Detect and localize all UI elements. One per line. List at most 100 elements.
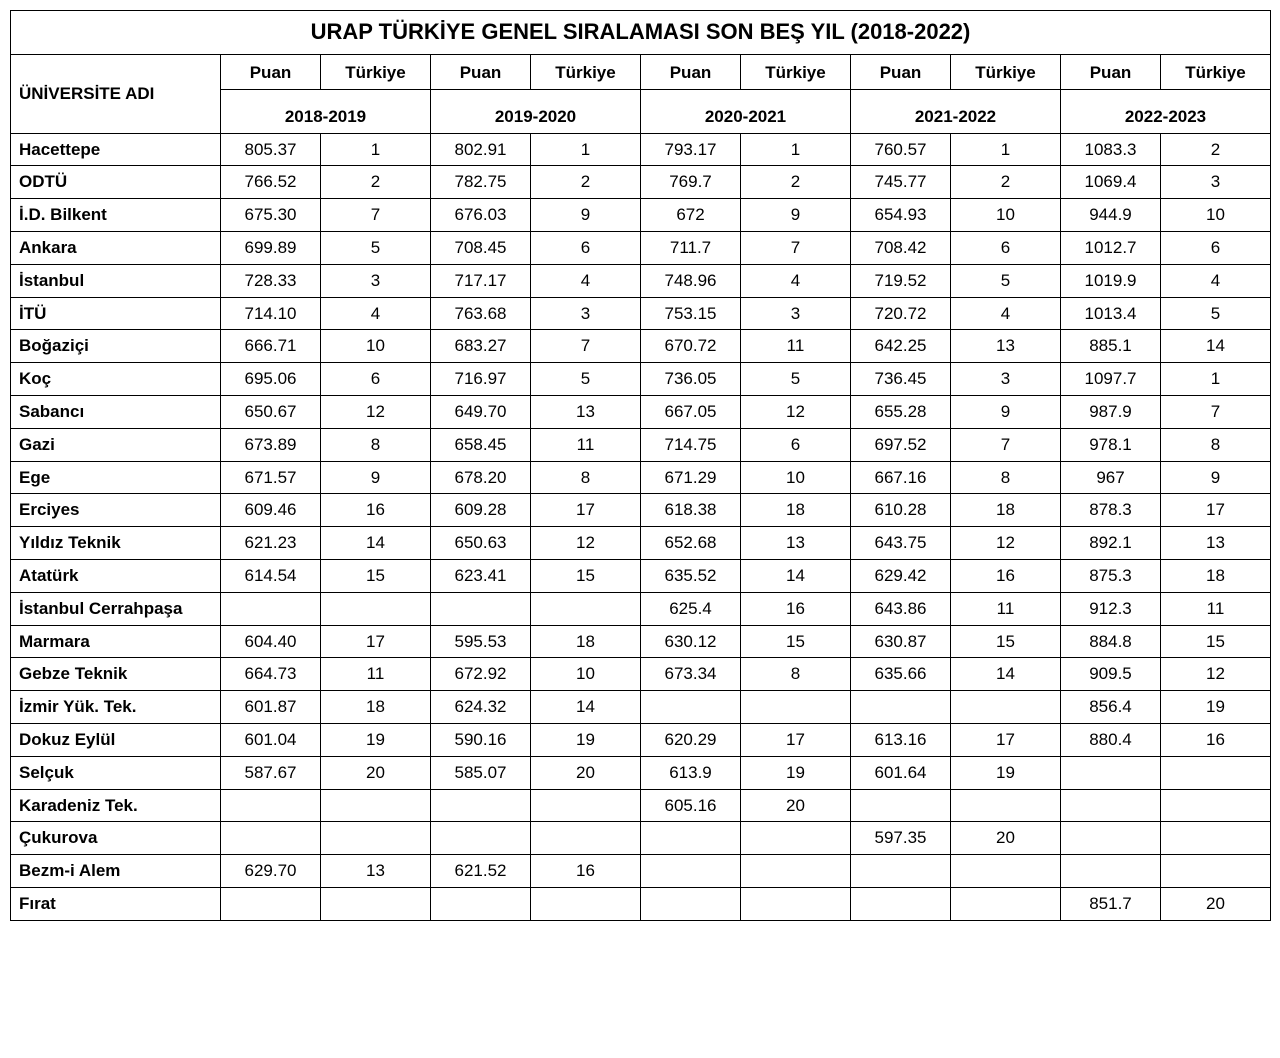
rank-cell: 4 bbox=[321, 297, 431, 330]
score-cell: 609.46 bbox=[221, 494, 321, 527]
rank-cell: 3 bbox=[531, 297, 641, 330]
university-name: Hacettepe bbox=[11, 133, 221, 166]
score-cell: 805.37 bbox=[221, 133, 321, 166]
score-cell: 590.16 bbox=[431, 723, 531, 756]
rank-cell: 2 bbox=[321, 166, 431, 199]
score-cell: 601.64 bbox=[851, 756, 951, 789]
rank-cell bbox=[741, 822, 851, 855]
score-cell: 654.93 bbox=[851, 199, 951, 232]
rank-cell: 2 bbox=[741, 166, 851, 199]
score-cell bbox=[431, 789, 531, 822]
score-cell: 595.53 bbox=[431, 625, 531, 658]
ranking-table: URAP TÜRKİYE GENEL SIRALAMASI SON BEŞ YI… bbox=[10, 10, 1271, 921]
rank-cell bbox=[531, 887, 641, 920]
score-cell bbox=[851, 691, 951, 724]
score-cell: 643.75 bbox=[851, 527, 951, 560]
rank-cell: 5 bbox=[741, 363, 851, 396]
university-name: İstanbul Cerrahpaşa bbox=[11, 592, 221, 625]
university-name: Ankara bbox=[11, 231, 221, 264]
score-cell: 753.15 bbox=[641, 297, 741, 330]
rank-cell: 18 bbox=[951, 494, 1061, 527]
rank-cell: 14 bbox=[951, 658, 1061, 691]
rank-cell: 9 bbox=[741, 199, 851, 232]
rank-cell bbox=[321, 592, 431, 625]
rank-cell: 6 bbox=[321, 363, 431, 396]
table-head: URAP TÜRKİYE GENEL SIRALAMASI SON BEŞ YI… bbox=[11, 11, 1271, 134]
rank-cell: 5 bbox=[1161, 297, 1271, 330]
score-cell: 760.57 bbox=[851, 133, 951, 166]
score-cell: 745.77 bbox=[851, 166, 951, 199]
rank-cell: 16 bbox=[321, 494, 431, 527]
rank-cell: 7 bbox=[951, 428, 1061, 461]
rank-cell: 7 bbox=[1161, 395, 1271, 428]
rank-cell: 13 bbox=[951, 330, 1061, 363]
rank-cell: 12 bbox=[321, 395, 431, 428]
score-cell bbox=[641, 691, 741, 724]
score-cell bbox=[221, 592, 321, 625]
score-cell: 650.67 bbox=[221, 395, 321, 428]
score-cell: 658.45 bbox=[431, 428, 531, 461]
rank-cell bbox=[951, 691, 1061, 724]
score-cell: 699.89 bbox=[221, 231, 321, 264]
table-row: Gazi673.898658.4511714.756697.527978.18 bbox=[11, 428, 1271, 461]
rank-cell bbox=[321, 822, 431, 855]
rank-cell: 11 bbox=[321, 658, 431, 691]
score-cell: 652.68 bbox=[641, 527, 741, 560]
rank-cell bbox=[741, 691, 851, 724]
score-cell: 642.25 bbox=[851, 330, 951, 363]
table-row: Dokuz Eylül601.0419590.1619620.2917613.1… bbox=[11, 723, 1271, 756]
rank-cell: 9 bbox=[321, 461, 431, 494]
university-name: Gazi bbox=[11, 428, 221, 461]
score-cell: 714.10 bbox=[221, 297, 321, 330]
rank-cell bbox=[1161, 855, 1271, 888]
year-0: 2018-2019 bbox=[221, 89, 431, 133]
score-cell: 671.29 bbox=[641, 461, 741, 494]
table-row: İ.D. Bilkent675.307676.0396729654.931094… bbox=[11, 199, 1271, 232]
score-cell: 708.42 bbox=[851, 231, 951, 264]
score-cell: 630.87 bbox=[851, 625, 951, 658]
rank-cell: 12 bbox=[951, 527, 1061, 560]
rank-cell: 10 bbox=[951, 199, 1061, 232]
score-cell: 978.1 bbox=[1061, 428, 1161, 461]
table-row: Fırat851.720 bbox=[11, 887, 1271, 920]
rank-cell bbox=[1161, 822, 1271, 855]
score-cell: 1019.9 bbox=[1061, 264, 1161, 297]
table-row: Ege671.579678.208671.2910667.1689679 bbox=[11, 461, 1271, 494]
rank-cell: 20 bbox=[1161, 887, 1271, 920]
university-name: Çukurova bbox=[11, 822, 221, 855]
rank-cell bbox=[1161, 756, 1271, 789]
score-cell: 856.4 bbox=[1061, 691, 1161, 724]
university-name: Ege bbox=[11, 461, 221, 494]
rank-cell: 7 bbox=[741, 231, 851, 264]
rank-cell: 4 bbox=[1161, 264, 1271, 297]
university-name: İstanbul bbox=[11, 264, 221, 297]
score-cell: 675.30 bbox=[221, 199, 321, 232]
table-row: İTÜ714.104763.683753.153720.7241013.45 bbox=[11, 297, 1271, 330]
table-row: Karadeniz Tek.605.1620 bbox=[11, 789, 1271, 822]
score-cell: 884.8 bbox=[1061, 625, 1161, 658]
score-cell: 708.45 bbox=[431, 231, 531, 264]
table-row: Yıldız Teknik621.2314650.6312652.6813643… bbox=[11, 527, 1271, 560]
table-title: URAP TÜRKİYE GENEL SIRALAMASI SON BEŞ YI… bbox=[11, 11, 1271, 55]
score-cell: 649.70 bbox=[431, 395, 531, 428]
table-row: İstanbul728.333717.174748.964719.5251019… bbox=[11, 264, 1271, 297]
rank-cell: 3 bbox=[321, 264, 431, 297]
rank-cell: 11 bbox=[741, 330, 851, 363]
rank-cell: 12 bbox=[741, 395, 851, 428]
rank-cell: 12 bbox=[531, 527, 641, 560]
score-cell: 635.66 bbox=[851, 658, 951, 691]
score-cell: 736.45 bbox=[851, 363, 951, 396]
rank-cell: 6 bbox=[531, 231, 641, 264]
score-cell: 967 bbox=[1061, 461, 1161, 494]
score-cell: 683.27 bbox=[431, 330, 531, 363]
score-cell: 1097.7 bbox=[1061, 363, 1161, 396]
rank-cell bbox=[951, 855, 1061, 888]
rank-cell: 1 bbox=[531, 133, 641, 166]
score-cell: 678.20 bbox=[431, 461, 531, 494]
table-row: Koç695.066716.975736.055736.4531097.71 bbox=[11, 363, 1271, 396]
table-row: İstanbul Cerrahpaşa625.416643.8611912.31… bbox=[11, 592, 1271, 625]
score-cell: 625.4 bbox=[641, 592, 741, 625]
score-cell bbox=[1061, 822, 1161, 855]
score-cell: 766.52 bbox=[221, 166, 321, 199]
rank-cell: 19 bbox=[321, 723, 431, 756]
